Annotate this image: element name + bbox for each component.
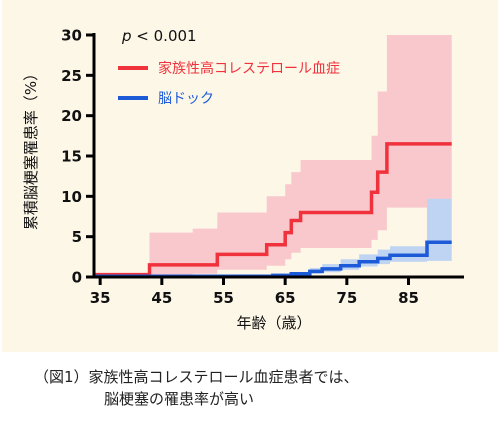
confidence-bands [94,35,452,277]
legend-label-0: 家族性高コレステロール血症 [158,60,340,77]
x-tick-label: 65 [275,289,296,307]
caption-line-2: 脳梗塞の罹患率が高い [104,390,255,408]
confidence-band-1 [94,198,452,277]
series-line-0 [94,142,452,277]
chart-panel: 0 5 10 15 20 25 30 35 45 55 65 75 85 累積脳梗塞罹患率（%） 年齢（… [2,0,498,352]
y-tick-label: 25 [61,67,82,85]
y-tick-label: 30 [61,27,82,45]
x-tick-label: 45 [151,289,172,307]
y-axis-title: 累積脳梗塞罹患率（%） [22,66,40,230]
x-tick-label: 75 [336,289,357,307]
p-value-symbol: p [121,27,132,45]
y-tick-label: 15 [61,148,82,166]
y-tick-label: 0 [72,269,82,287]
series-lines [94,142,452,278]
y-tick-label: 5 [72,228,82,246]
chart-svg: 0 5 10 15 20 25 30 35 45 55 65 75 85 累積脳梗塞罹患率（%） 年齢（… [22,27,464,332]
x-tick-label: 85 [398,289,419,307]
confidence-band-0 [94,35,452,277]
y-tick-label: 20 [61,107,82,125]
x-tick-label: 35 [90,289,111,307]
p-value-threshold: < 0.001 [132,27,197,45]
y-tick-label: 10 [61,188,82,206]
x-tick-label: 55 [213,289,234,307]
p-value-annotation: p < 0.001 [121,27,197,45]
series-line-1 [94,240,452,278]
legend-label-1: 脳ドック [158,91,214,107]
x-axis-title: 年齢（歳） [236,314,311,332]
figure-caption: （図1）家族性高コレステロール血症患者では、 脳梗塞の罹患率が高い [34,366,494,410]
ticks: 0 5 10 15 20 25 30 35 45 55 65 75 85 [61,27,419,308]
caption-line-1: （図1）家族性高コレステロール血症患者では、 [34,368,359,386]
